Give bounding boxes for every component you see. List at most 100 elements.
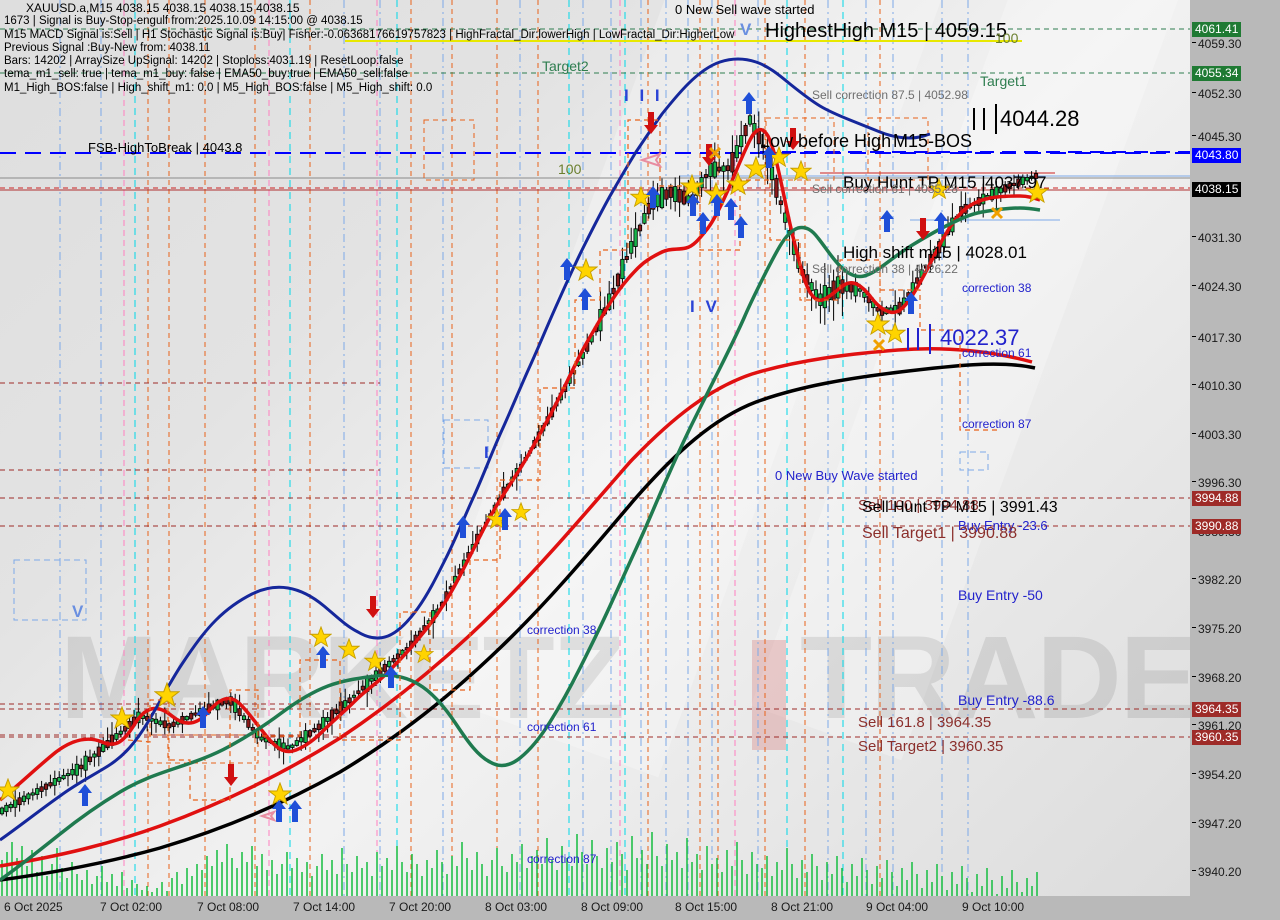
- hdr-bars-line: Bars: 14202 | ArraySize UpSignal: 14202 …: [4, 55, 404, 68]
- time-tick: 6 Oct 2025: [4, 900, 63, 914]
- correction-38-left-label: correction 38: [527, 623, 597, 637]
- sell-100-label: Sell 100 | 3994.88: [858, 497, 979, 514]
- hdr-indicator-line: M15 MACD Signal is:Sell | H1 Stochastic …: [4, 28, 735, 41]
- sell-hunt-tp-m15-label: Sell Hunt TP M15 | 3991.43: [862, 499, 1058, 516]
- vertical-gridlines: [59, 0, 969, 896]
- target2-label: Target2: [542, 58, 589, 74]
- price-tick: 3996.30: [1190, 476, 1280, 490]
- time-tick: 7 Oct 08:00: [197, 900, 260, 914]
- low-before-high-label: Low before High: [760, 131, 892, 151]
- high-shift-m15-label: High shift m15 | 4028.01: [843, 243, 1027, 262]
- green-100-mid-label: 100: [558, 161, 582, 177]
- chart-info-header: XAUUSD.a,M15 4038.15 4038.15 4038.15 403…: [4, 1, 735, 95]
- price-axis[interactable]: 4059.30 4052.30 4045.30 4038.15 4031.30 4024.…: [1190, 0, 1280, 897]
- fsb-high-to-break-label: FSB-HighToBreak | 4043.8: [88, 140, 243, 155]
- price-level-badge[interactable]: 3960.35: [1192, 730, 1242, 745]
- time-axis[interactable]: 6 Oct 2025 7 Oct 02:00 7 Oct 08:00 7 Oct 14…: [0, 896, 1280, 920]
- correction-61-left-label: correction 61: [527, 720, 597, 734]
- hdr-symbol-line: XAUUSD.a,M15 4038.15 4038.15 4038.15 403…: [26, 1, 300, 15]
- price-tick: 3982.20: [1190, 573, 1280, 587]
- time-tick: 9 Oct 04:00: [866, 900, 929, 914]
- wave-iii-label: I I I: [624, 86, 663, 105]
- ma-green-line: [0, 206, 1041, 882]
- time-tick: 9 Oct 10:00: [962, 900, 1025, 914]
- hdr-tema-line: tema_m1_sell: true | tema_m1_buy: false …: [4, 68, 408, 81]
- correction-61-right-label: correction 61: [962, 346, 1032, 360]
- moving-average-lines: [0, 57, 1041, 882]
- price-4037-label: 4037.97: [985, 173, 1047, 192]
- sell-correction-875-label: Sell correction 87.5 | 4052.98: [812, 88, 968, 102]
- ma-black-line: [0, 362, 1036, 882]
- sell-1618-label: Sell 161.8 | 3964.35: [858, 714, 992, 731]
- orderblock-zones: [13, 117, 989, 764]
- target1-label: Target1: [980, 73, 1027, 89]
- highest-high-label: HighestHigh M15 | 4059.15: [765, 20, 1008, 42]
- wave-iv-label: I V: [690, 297, 720, 316]
- price-tick: 3940.20: [1190, 865, 1280, 879]
- pink-arrow-marker: [258, 152, 663, 822]
- watermark-trade: TRADE: [800, 612, 1191, 744]
- price-tick: 4059.30: [1190, 37, 1280, 51]
- price-tick: 4052.30: [1190, 87, 1280, 101]
- price-tick: 4024.30: [1190, 280, 1280, 294]
- price-tick: 4003.30: [1190, 428, 1280, 442]
- hdr-signal-line: 1673 | Signal is Buy-Stop-engulf from:20…: [4, 15, 363, 28]
- correction-87-left-label: correction 87: [527, 852, 597, 866]
- price-level-badge[interactable]: 4055.34: [1192, 66, 1242, 81]
- time-tick: 8 Oct 21:00: [771, 900, 834, 914]
- signal-markers: [0, 92, 1049, 822]
- time-tick: 7 Oct 20:00: [389, 900, 452, 914]
- chart-plot-area[interactable]: MARKETZ TRADE: [0, 0, 1191, 897]
- wave-v-left-label: V: [72, 602, 87, 621]
- ma-red-long: [0, 347, 1033, 868]
- time-tick: 7 Oct 02:00: [100, 900, 163, 914]
- price-4044-label: 4044.28: [1000, 106, 1080, 131]
- price-tick: 3961.20: [1190, 719, 1280, 733]
- price-tick: 4010.30: [1190, 379, 1280, 393]
- price-tick: 4031.30: [1190, 231, 1280, 245]
- price-tick: 4017.30: [1190, 331, 1280, 345]
- hdr-prev-signal-line: Previous Signal :Buy-New from: 4038.11: [4, 41, 211, 54]
- wave-v-top-label: V: [740, 20, 755, 39]
- price-level-badge[interactable]: 3990.88: [1192, 519, 1242, 534]
- price-tick: 4045.30: [1190, 130, 1280, 144]
- ma-red-price: [0, 127, 1041, 802]
- watermark-bar: [752, 640, 786, 750]
- ma-blue-line: [0, 57, 931, 842]
- fractal-overlay: [127, 119, 1000, 801]
- price-tick: 3975.20: [1190, 622, 1280, 636]
- price-tick-marks: [907, 104, 997, 354]
- buy-entry-886-label: Buy Entry -88.6: [958, 692, 1055, 708]
- buy-entry-236-label: Buy Entry -23.6: [958, 518, 1048, 533]
- hdr-bos-line: M1_High_BOS:false | High_shift_m1: 0.0 |…: [4, 81, 433, 94]
- time-tick: 8 Oct 09:00: [581, 900, 644, 914]
- volume-histogram: [1, 832, 1038, 896]
- buy-hunt-tp-m15-label: Buy Hunt TP M15 |: [843, 173, 986, 192]
- sell-correction-61-label: Sell correction 61 | 4035.28: [812, 182, 958, 196]
- correction-38-right-label: correction 38: [962, 281, 1032, 295]
- price-level-badge[interactable]: 3964.35: [1192, 702, 1242, 717]
- wave-i-mid-label: I: [484, 443, 492, 462]
- sell-target2-label: Sell Target2 | 3960.35: [858, 738, 1004, 755]
- buy-entry-50-label: Buy Entry -50: [958, 587, 1043, 603]
- m15-bos-label: M15-BOS: [893, 131, 973, 151]
- price-4022-label: 4022.37: [940, 325, 1020, 350]
- time-tick: 7 Oct 14:00: [293, 900, 356, 914]
- sell-target1-label: Sell Target1 | 3990.88: [862, 525, 1018, 542]
- price-tick: 3947.20: [1190, 817, 1280, 831]
- price-level-badge[interactable]: 4061.41: [1192, 22, 1242, 37]
- new-sell-wave-label: 0 New Sell wave started: [675, 2, 815, 17]
- time-tick: 8 Oct 15:00: [675, 900, 738, 914]
- price-level-badge[interactable]: 4038.15: [1192, 182, 1242, 197]
- correction-87-right-label: correction 87: [962, 417, 1032, 431]
- price-tick: 3954.20: [1190, 768, 1280, 782]
- new-buy-wave-label: 0 New Buy Wave started: [775, 468, 918, 483]
- price-tick: 3968.20: [1190, 671, 1280, 685]
- price-level-badge[interactable]: 4043.80: [1192, 148, 1242, 163]
- cross-markers: [708, 146, 1004, 352]
- sell-correction-38-label: Sell correction 38 | 4026.22: [812, 262, 958, 276]
- price-level-badge[interactable]: 3994.88: [1192, 491, 1242, 506]
- time-tick: 8 Oct 03:00: [485, 900, 548, 914]
- yellow-100-top-label: 100: [995, 30, 1019, 46]
